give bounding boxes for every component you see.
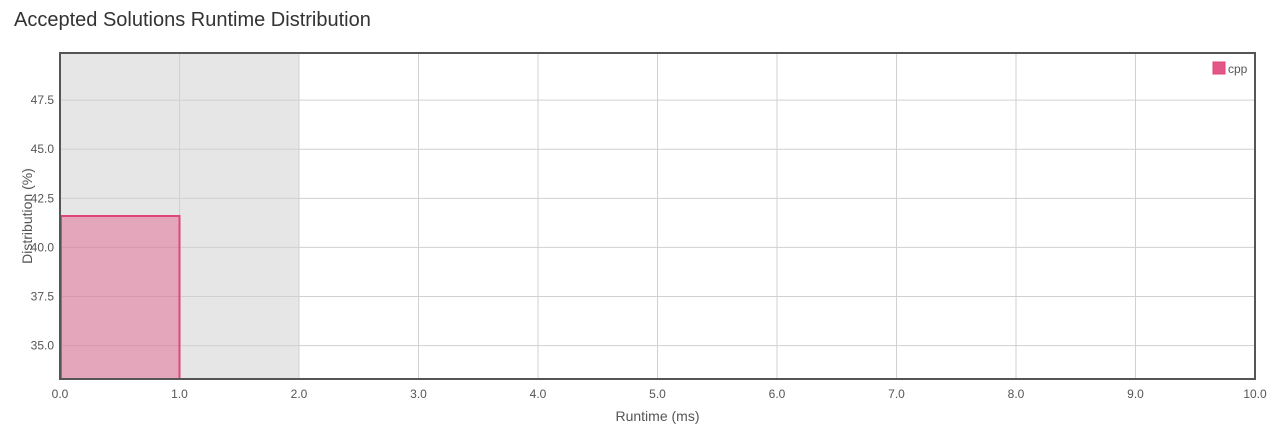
y-tick-label: 35.0 bbox=[31, 339, 55, 353]
y-tick-label: 45.0 bbox=[31, 142, 55, 156]
legend-swatch[interactable] bbox=[1212, 61, 1226, 75]
y-tick-label: 40.0 bbox=[31, 240, 55, 254]
x-tick-label: 7.0 bbox=[888, 387, 905, 401]
x-tick-label: 0.0 bbox=[52, 387, 69, 401]
legend-label[interactable]: cpp bbox=[1228, 62, 1248, 76]
x-tick-label: 2.0 bbox=[291, 387, 308, 401]
histogram-bar[interactable] bbox=[60, 215, 181, 380]
chart-title: Accepted Solutions Runtime Distribution bbox=[14, 9, 371, 31]
x-tick-label: 10.0 bbox=[1243, 387, 1267, 401]
y-tick-label: 37.5 bbox=[31, 290, 55, 304]
plot-frame bbox=[59, 52, 1256, 380]
y-axis-title: Distribution (%) bbox=[19, 168, 35, 264]
x-tick-label: 6.0 bbox=[769, 387, 786, 401]
x-tick-label: 3.0 bbox=[410, 387, 427, 401]
y-tick-label: 47.5 bbox=[31, 93, 55, 107]
x-tick-label: 8.0 bbox=[1008, 387, 1025, 401]
x-tick-label: 9.0 bbox=[1127, 387, 1144, 401]
x-axis-title: Runtime (ms) bbox=[615, 408, 699, 424]
x-tick-label: 5.0 bbox=[649, 387, 666, 401]
y-tick-label: 42.5 bbox=[31, 191, 55, 205]
x-tick-label: 1.0 bbox=[171, 387, 188, 401]
x-tick-label: 4.0 bbox=[530, 387, 547, 401]
